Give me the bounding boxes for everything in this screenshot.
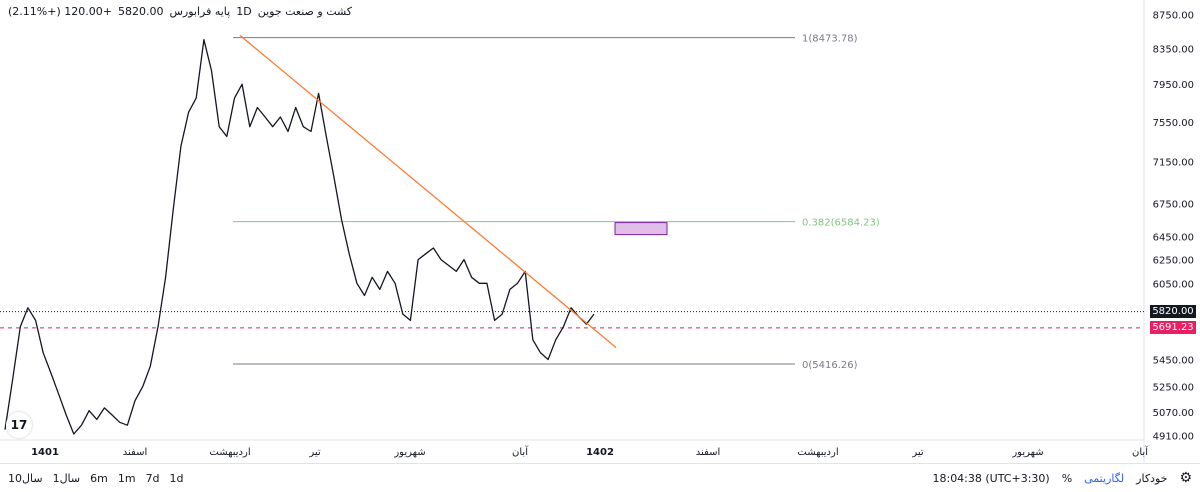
- x-tick-label: اسفند: [696, 447, 720, 458]
- trend-line: [239, 34, 617, 349]
- y-tick-label: 8750.00: [1153, 10, 1194, 21]
- period-7d[interactable]: 7d: [145, 472, 160, 485]
- y-tick-label: 6050.00: [1153, 279, 1194, 290]
- percent-toggle[interactable]: %: [1061, 471, 1073, 485]
- highlight-rectangle: [614, 222, 668, 236]
- y-tick-label: 6450.00: [1153, 233, 1194, 244]
- x-tick-label: اسفند: [123, 447, 147, 458]
- auto-toggle[interactable]: خودکار: [1136, 471, 1168, 485]
- clock-time[interactable]: 18:04:38 (UTC+3:30): [932, 471, 1050, 485]
- x-tick-label: تیر: [911, 447, 924, 458]
- symbol-name: کشت و صنعت جوین: [257, 5, 353, 18]
- y-tick-label: 7550.00: [1153, 118, 1194, 129]
- dashed-level-tag: 5691.23: [1150, 321, 1196, 334]
- x-tick-label: 1402: [586, 447, 614, 458]
- y-tick-label: 8350.00: [1153, 44, 1194, 55]
- y-tick-label: 5070.00: [1153, 408, 1194, 419]
- exchange-name: پایه فرابورس: [169, 5, 231, 18]
- y-tick-label: 4910.00: [1153, 432, 1194, 443]
- y-tick-label: 7950.00: [1153, 80, 1194, 91]
- period-10y[interactable]: 10سال: [8, 472, 43, 485]
- gear-icon[interactable]: ⚙: [1179, 470, 1192, 486]
- x-tick-label: تیر: [308, 447, 321, 458]
- price-chart[interactable]: 8750.00 8350.00 7950.00 7550.00 7150.00 6750.…: [0, 0, 1200, 463]
- bottom-toolbar: 10سال 1سال 6m 1m 7d 1d 18:04:38 (UTC+3:3…: [0, 463, 1200, 492]
- x-tick-label: اردیبهشت: [209, 447, 250, 458]
- price-line: [4, 39, 595, 435]
- last-price: 5820.00: [117, 5, 164, 18]
- period-1m[interactable]: 1m: [117, 472, 136, 485]
- log-toggle[interactable]: لگاریتمی: [1084, 471, 1125, 485]
- x-tick-label: شهریور: [393, 447, 425, 458]
- x-tick-label: آبان: [1132, 445, 1149, 458]
- x-tick-label: اردیبهشت: [797, 447, 838, 458]
- x-tick-label: 1401: [31, 447, 59, 458]
- y-tick-label: 7150.00: [1153, 158, 1194, 169]
- period-selector: 10سال 1سال 6m 1m 7d 1d: [8, 472, 184, 485]
- period-1d[interactable]: 1d: [169, 472, 184, 485]
- interval-label[interactable]: 1D: [236, 5, 252, 18]
- y-tick-label: 6250.00: [1153, 256, 1194, 267]
- tradingview-logo-icon[interactable]: 17: [6, 412, 32, 438]
- period-1y[interactable]: 1سال: [52, 472, 81, 485]
- period-6m[interactable]: 6m: [90, 472, 108, 485]
- y-tick-label: 5450.00: [1153, 355, 1194, 366]
- x-tick-label: شهریور: [1011, 447, 1043, 458]
- y-tick-label: 5250.00: [1153, 383, 1194, 394]
- fib-level-label: 0.382(6584.23): [802, 218, 880, 229]
- fib-level-label: 0(5416.26): [802, 360, 858, 371]
- chart-header: کشت و صنعت جوین 1D پایه فرابورس 5820.00 …: [8, 5, 352, 18]
- price-change: +120.00 (+2.11%): [8, 5, 112, 18]
- toolbar-right: 18:04:38 (UTC+3:30) % لگاریتمی خودکار ⚙: [932, 470, 1192, 486]
- fib-level-label: 1(8473.78): [802, 34, 858, 45]
- y-tick-label: 6750.00: [1153, 199, 1194, 210]
- x-tick-label: آبان: [512, 445, 529, 458]
- current-price-tag: 5820.00: [1150, 305, 1196, 318]
